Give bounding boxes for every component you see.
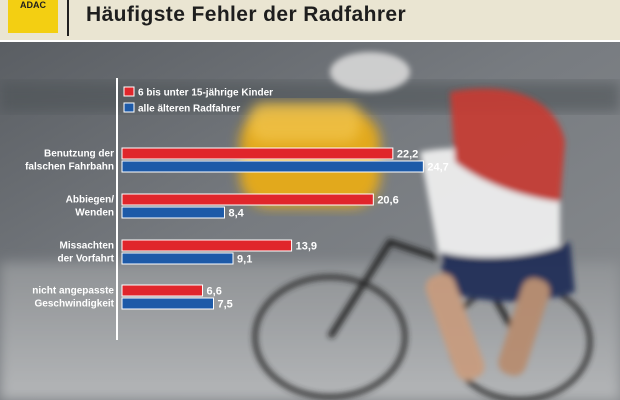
value-label-2-series-1: 20,6 — [377, 195, 398, 207]
value-label-1-series-2: 24,7 — [427, 162, 448, 174]
value-label-2-series-2: 8,4 — [228, 208, 244, 220]
bar-1-series-1 — [121, 147, 394, 160]
bar-2-series-1 — [121, 193, 374, 206]
brand-badge: ADAC — [8, 0, 58, 33]
bar-3-series-2 — [121, 252, 234, 265]
legend-swatch-1 — [123, 86, 135, 97]
chart-axis-line — [116, 78, 118, 340]
bar-4-series-1 — [121, 284, 204, 297]
background-photo-cyclist — [0, 42, 620, 400]
category-label-4-line-1: nicht angepasste — [32, 286, 114, 297]
value-label-1-series-1: 22,2 — [397, 149, 418, 161]
brand-badge-text: ADAC — [20, 0, 46, 10]
category-label-3-line-2: der Vorfahrt — [58, 254, 115, 265]
category-label-1-line-1: Benutzung der — [44, 149, 114, 160]
value-label-3-series-1: 13,9 — [296, 241, 317, 253]
value-label-3-series-2: 9,1 — [237, 254, 252, 266]
chart-bars: Benutzung der falschen Fahrbahn 22,2 24,7 Ab… — [25, 147, 449, 311]
legend-label-1: 6 bis unter 15-jährige Kinder — [138, 88, 273, 99]
page-title: Häufigste Fehler der Radfahrer — [86, 3, 407, 26]
category-label-2-line-1: Abbiegen/ — [66, 195, 115, 206]
bar-2-series-2 — [121, 206, 225, 219]
chart-legend: 6 bis unter 15-jährige Kinder alle ältere… — [123, 86, 273, 115]
bar-1-series-2 — [121, 160, 424, 173]
category-label-4-line-2: Geschwindigkeit — [35, 299, 115, 310]
header-bar: ADAC Häufigste Fehler der Radfahrer — [0, 0, 620, 40]
header-divider-line — [67, 0, 69, 36]
value-label-4-series-2: 7,5 — [218, 299, 233, 311]
bar-4-series-2 — [121, 297, 214, 310]
category-label-1-line-2: falschen Fahrbahn — [25, 162, 114, 173]
legend-label-2: alle älteren Radfahrer — [138, 104, 240, 115]
category-label-3-line-1: Missachten — [60, 241, 114, 252]
category-label-2-line-2: Wenden — [75, 208, 114, 219]
header-separator — [0, 40, 620, 42]
legend-swatch-2 — [123, 102, 135, 113]
value-label-4-series-1: 6,6 — [207, 286, 222, 298]
bar-chart: 6 bis unter 15-jährige Kinder alle ältere… — [25, 78, 449, 340]
bar-3-series-1 — [121, 239, 293, 252]
